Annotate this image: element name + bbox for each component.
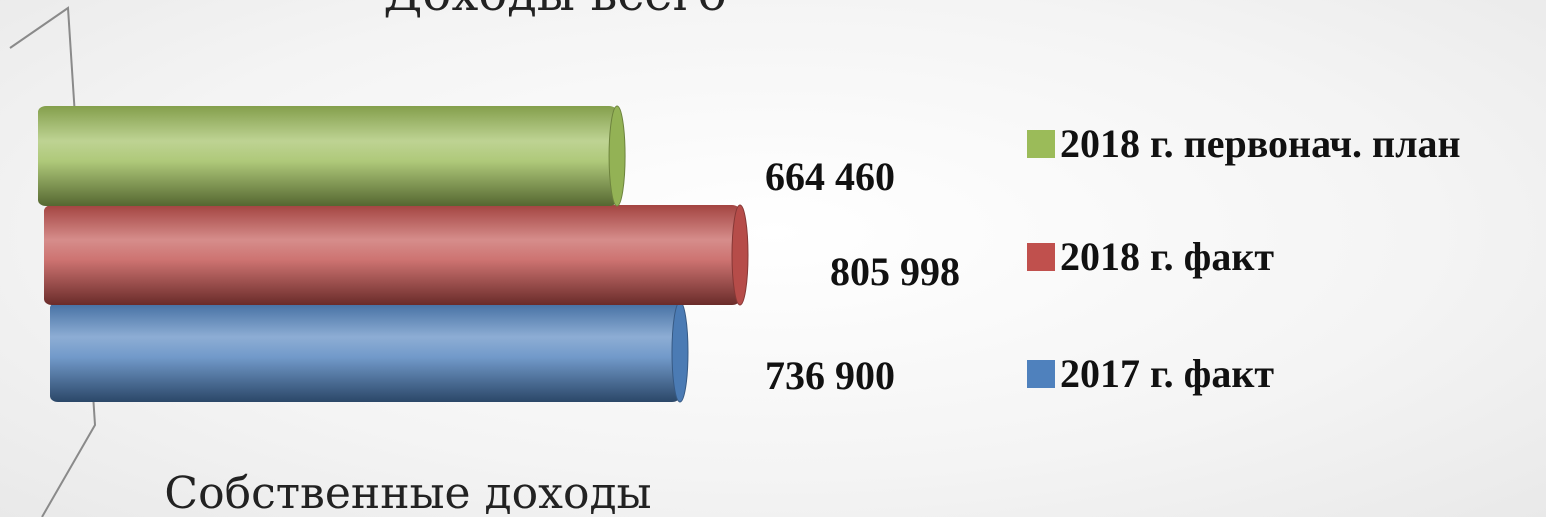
bar-cap-2018 г. факт [731,204,749,306]
bar-cap-2017 г. факт [671,301,689,403]
value-label-2018 г. факт: 805 998 [830,249,960,294]
legend-label-2018 г. первонач. план: 2018 г. первонач. план [1060,121,1461,166]
value-label-2018 г. первонач. план: 664 460 [765,154,895,199]
legend: 2018 г. первонач. план 2018 г. факт 2017 г… [1027,121,1461,396]
bar-2017 г. факт [50,302,680,402]
chart-title: Доходы всего [383,0,726,22]
bar-cap-2018 г. первонач. план [608,105,626,207]
legend-label-2018 г. факт: 2018 г. факт [1060,234,1274,279]
bar-2018 г. факт [44,205,740,305]
legend-label-2017 г. факт: 2017 г. факт [1060,351,1274,396]
legend-swatch-2018 г. факт [1027,243,1055,271]
legend-swatch-2017 г. факт [1027,360,1055,388]
bar-2018 г. первонач. план [38,106,618,206]
legend-swatch-2018 г. первонач. план [1027,130,1055,158]
value-labels-group: 736 900 805 998 664 460 [765,154,960,398]
bars-group [38,105,749,403]
value-label-2017 г. факт: 736 900 [765,353,895,398]
category-label: Собственные доходы [164,468,651,517]
